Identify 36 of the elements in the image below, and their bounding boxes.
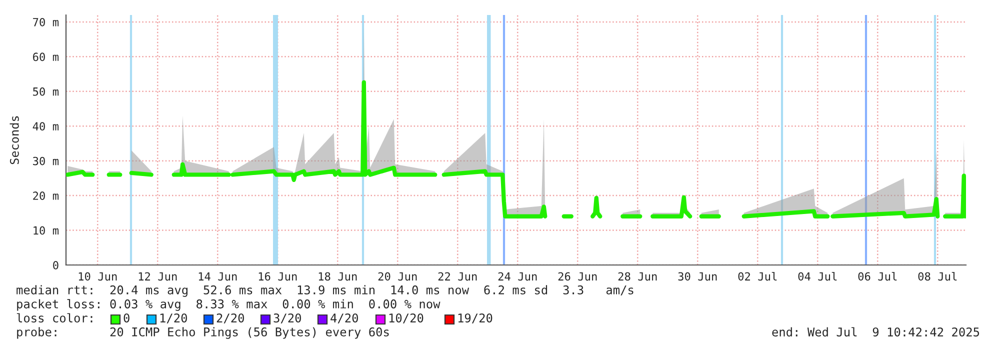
x-tick-label: 04 Jul bbox=[798, 272, 837, 281]
x-tick-label: 30 Jun bbox=[678, 272, 717, 281]
x-tick-label: 26 Jun bbox=[558, 272, 597, 281]
text: 10/20 bbox=[389, 313, 424, 324]
y-tick-label: 40 m bbox=[32, 122, 59, 131]
y-tick-label: 0 bbox=[53, 261, 58, 270]
text: median rtt: 20.4 ms avg 52.6 ms max 13.9 ms min 14.0 ms now 6.2 ms sd 3.3 am/s bbox=[16, 285, 634, 297]
x-tick-label: 06 Jul bbox=[858, 272, 897, 281]
x-tick-label: 02 Jul bbox=[738, 272, 777, 281]
x-tick-label: 14 Jun bbox=[198, 272, 237, 281]
text: loss color: bbox=[16, 313, 92, 322]
y-tick-label: 50 m bbox=[33, 87, 59, 96]
text: 19/20 bbox=[458, 313, 492, 324]
x-tick-label: 16 Jun bbox=[258, 272, 297, 281]
text: 2/20 bbox=[216, 313, 244, 324]
text: 4/20 bbox=[330, 313, 358, 324]
x-tick-label: 12 Jun bbox=[138, 272, 177, 281]
y-tick-label: 60 m bbox=[33, 52, 59, 62]
text: probe: 20 ICMP Echo Pings (56 Bytes) every 60s bbox=[17, 327, 389, 339]
text: 0 bbox=[124, 313, 130, 322]
y-tick-label: 20 m bbox=[33, 192, 59, 200]
x-tick-label: 22 Jun bbox=[438, 272, 477, 281]
x-tick-label: 08 Jul bbox=[918, 272, 957, 281]
text: 3/20 bbox=[274, 313, 301, 324]
y-tick-label: 30 m bbox=[33, 156, 59, 166]
x-tick-label: 28 Jun bbox=[618, 272, 657, 281]
x-tick-label: 24 Jun bbox=[498, 272, 537, 281]
y-axis-title: Seconds bbox=[10, 116, 19, 164]
text: 1/20 bbox=[160, 313, 187, 324]
x-tick-label: 10 Jun bbox=[78, 272, 117, 281]
text: packet loss: 0.03 % avg 8.33 % max 0.00 % min 0.00 % now bbox=[17, 299, 440, 311]
y-tick-label: 70 m bbox=[33, 18, 59, 26]
y-tick-label: 10 m bbox=[34, 226, 59, 235]
text: end: Wed Jul 9 10:42:42 2025 bbox=[772, 327, 980, 336]
x-tick-label: 18 Jun bbox=[318, 272, 357, 281]
x-tick-label: 20 Jun bbox=[378, 272, 417, 281]
